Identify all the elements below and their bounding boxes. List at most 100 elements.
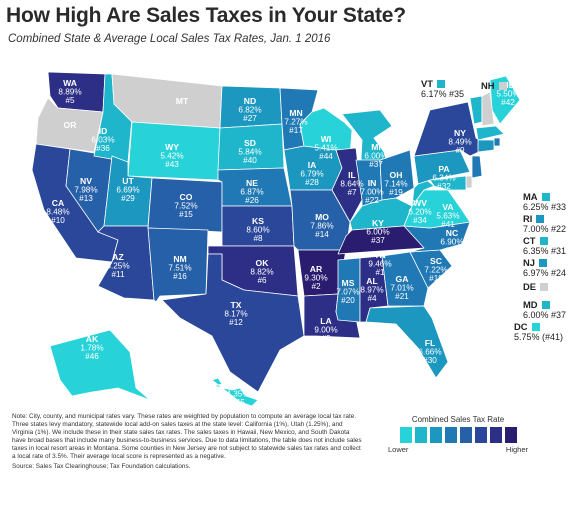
state-label-or: OR xyxy=(64,120,78,130)
nh-swatch xyxy=(498,82,507,90)
state-label-ne: NE 6.87% #26 xyxy=(240,178,263,205)
ma-rate-rank: 6.25% #33 xyxy=(523,202,567,212)
state-tx xyxy=(161,253,305,393)
legend-higher-label: Higher xyxy=(505,445,528,454)
state-md xyxy=(429,175,467,191)
state-label-nm: NM 7.51% #16 xyxy=(168,254,191,281)
state-label-id: ID 6.03% #36 xyxy=(91,126,114,153)
legend-color-bar xyxy=(378,427,538,443)
ma-swatch xyxy=(541,193,550,201)
legend-lower-label: Lower xyxy=(388,445,409,454)
legend-swatch xyxy=(504,427,517,443)
state-label-mo: MO 7.86% #14 xyxy=(310,212,333,239)
ri-rate-rank: 7.00% #22 xyxy=(523,224,567,234)
state-label-wv: WV 6.20% #34 xyxy=(408,198,431,225)
legend-swatch xyxy=(489,427,502,443)
state-label-ks: KS 8.60% #8 xyxy=(246,216,269,243)
legend-swatch xyxy=(414,427,427,443)
nh-abbr: NH xyxy=(481,80,495,91)
vt-rate-rank: 6.17% #35 xyxy=(421,89,465,99)
side-label-nj: NJ 6.97% #24 xyxy=(523,257,566,278)
state-label-nd: ND 6.82% #27 xyxy=(238,96,261,123)
side-label-ri: RI 7.00% #22 xyxy=(523,213,566,234)
nj-swatch xyxy=(538,259,547,267)
side-label-dc: DC 5.75% (#41) xyxy=(514,321,563,342)
md-rate-rank: 6.00% #37 xyxy=(523,310,567,320)
state-de xyxy=(465,175,473,189)
legend-swatch xyxy=(429,427,442,443)
map-subtitle: Combined State & Average Local Sales Tax… xyxy=(8,33,331,45)
state-label-ga: GA 7.01% #21 xyxy=(390,274,413,301)
state-nj xyxy=(471,155,483,179)
state-label-ut: UT 6.69% #29 xyxy=(116,176,139,203)
map-title: How High Are Sales Taxes in Your State? xyxy=(6,4,406,27)
state-label-hi: HI 4.35% #45 xyxy=(226,380,249,407)
state-label-va: VA 5.63% #41 xyxy=(436,202,459,229)
state-ri xyxy=(493,137,501,147)
state-label-tn: TN 9.46% #1 xyxy=(368,250,391,277)
state-label-mt: MT xyxy=(176,96,189,106)
vt-abbr: VT xyxy=(421,78,433,89)
state-label-nc: NC 6.90% #25 xyxy=(440,228,463,255)
legend-ends: Lower Higher xyxy=(378,445,538,454)
side-label-vt: VT 6.17% #35 xyxy=(421,78,464,99)
ct-rate-rank: 6.35% #31 xyxy=(523,246,567,256)
state-label-oh: OH 7.14% #19 xyxy=(384,170,407,197)
md-abbr: MD xyxy=(523,299,538,310)
footnote-source: Source: Sales Tax Clearinghouse; Tax Fou… xyxy=(12,462,191,470)
de-abbr: DE xyxy=(523,281,537,292)
footnote-text: Note: City, county, and municipal rates … xyxy=(12,413,362,461)
footnote: Note: City, county, and municipal rates … xyxy=(12,413,364,471)
state-label-me: ME 5.50% #42 xyxy=(496,80,519,107)
side-label-md: MD 6.00% #37 xyxy=(523,299,566,320)
state-label-ky: KY 6.00% #37 xyxy=(366,218,389,245)
state-label-nv: NV 7.98% #13 xyxy=(74,176,97,203)
state-label-ms: MS 7.07% #20 xyxy=(336,278,359,305)
state-label-ny: NY 8.49% #9 xyxy=(448,128,471,155)
state-va xyxy=(403,189,471,229)
state-label-ok: OK 8.82% #6 xyxy=(250,258,273,285)
state-ak xyxy=(49,329,151,401)
ri-swatch xyxy=(536,215,545,223)
state-label-in: IN 7.00% #22 xyxy=(360,178,383,205)
legend-swatch xyxy=(474,427,487,443)
state-label-sc: SC 7.22% #18 xyxy=(424,256,447,283)
state-label-ca: CA 8.48% #10 xyxy=(46,198,69,225)
state-label-fl: FL 6.66% #30 xyxy=(418,338,441,365)
state-label-ia: IA 6.79% #28 xyxy=(300,160,323,187)
nj-rate-rank: 6.97% #24 xyxy=(523,268,567,278)
state-label-mn: MN 7.27% #17 xyxy=(284,108,307,135)
state-label-la: LA 9.00% #3 xyxy=(314,316,337,343)
state-nh xyxy=(481,91,495,127)
legend-title: Combined Sales Tax Rate xyxy=(411,415,505,424)
side-label-de: DE xyxy=(523,281,549,292)
state-nm xyxy=(147,227,209,303)
side-label-nh: NH xyxy=(481,80,507,91)
state-ct xyxy=(477,139,495,153)
state-label-wi: WI 5.41% #44 xyxy=(314,134,337,161)
state-label-co: CO 7.52% #15 xyxy=(174,192,197,219)
ct-abbr: CT xyxy=(523,235,536,246)
state-label-il: IL 8.64% #7 xyxy=(340,170,363,197)
state-label-tx: TX 8.17% #12 xyxy=(224,300,247,327)
vt-swatch xyxy=(436,80,445,88)
state-hi xyxy=(211,377,259,407)
dc-swatch xyxy=(531,323,540,331)
side-label-ma: MA 6.25% #33 xyxy=(523,191,566,212)
state-wv xyxy=(411,177,435,207)
state-label-wa: WA 8.89% #5 xyxy=(58,78,81,105)
state-label-pa: PA 6.34% #32 xyxy=(432,164,455,191)
md-swatch xyxy=(541,301,550,309)
state-ma xyxy=(475,125,505,141)
state-oh xyxy=(379,149,415,201)
state-label-mi: MI 6.00% #37 xyxy=(364,142,387,169)
dc-rate-rank: 5.75% (#41) xyxy=(514,332,564,342)
de-swatch xyxy=(540,283,549,291)
color-legend: Combined Sales Tax Rate Lower Higher xyxy=(378,415,538,454)
state-label-sd: SD 5.84% #40 xyxy=(238,138,261,165)
legend-swatch xyxy=(459,427,472,443)
state-label-al: AL 8.97% #4 xyxy=(360,276,383,303)
nj-abbr: NJ xyxy=(523,257,535,268)
legend-swatch xyxy=(399,427,412,443)
